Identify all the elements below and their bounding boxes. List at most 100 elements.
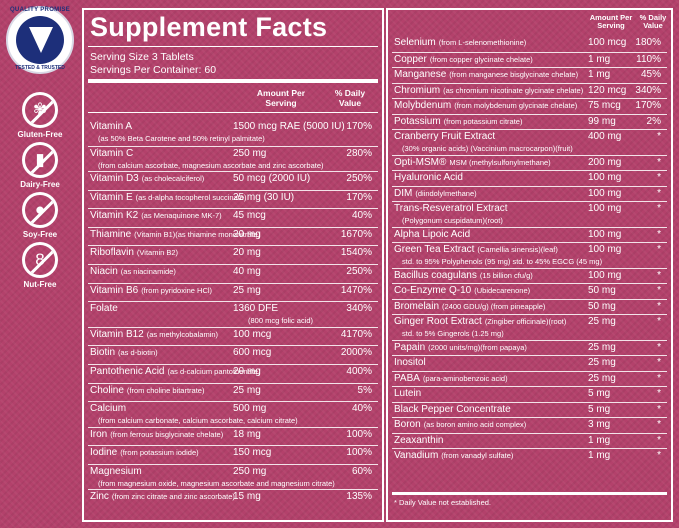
nutrient-row: Trans-Resveratrol Extract 100 mg * (Polygon…: [392, 201, 667, 228]
nutrient-row: Pantothenic Acid (as d-calcium pantothena…: [88, 363, 378, 384]
nutrient-name-text: Selenium: [394, 37, 436, 48]
nutrient-amount: 250 mg: [233, 465, 267, 477]
nutrient-name-text: Ginger Root Extract: [394, 316, 482, 327]
nutrient-row: Riboflavin (Vitamin B2) 20 mg 1540%: [88, 245, 378, 265]
nutrient-row: Zeaxanthin 1 mg *: [392, 432, 667, 450]
nutrient-amount: 5 mg: [588, 403, 611, 415]
nutrient-name-text: Inositol: [394, 357, 426, 368]
nutrient-amount: 500 mg: [233, 403, 267, 415]
nutrient-name-text: Alpha Lipoic Acid: [394, 228, 471, 240]
nutrient-row: PABA (para-aminobenzoic acid) 25 mg *: [392, 370, 667, 388]
nutrient-daily-value: *: [657, 316, 661, 327]
serving-size: Serving Size 3 Tablets: [90, 51, 194, 63]
nutrient-name: Ginger Root Extract (Zingiber officinale)…: [394, 316, 566, 327]
nutrient-amount: 1 mg: [588, 450, 611, 461]
soybean-icon: ●: [22, 192, 58, 228]
nutrient-name-text: Zeaxanthin: [394, 434, 444, 446]
nutrient-name-text: Papain: [394, 341, 426, 353]
nutrient-source-note: (2000 units/mg)(from papaya): [428, 342, 527, 352]
nutrient-name: Molybdenum (from molybdenum glycinate che…: [394, 100, 577, 111]
nutrient-source-note: (from zinc citrate and zinc ascorbate): [111, 492, 235, 502]
nutrient-name: Vitamin C: [90, 148, 133, 159]
seal-top-text: QUALITY PROMISE: [9, 7, 71, 13]
nutrient-amount: 1500 mcg RAE (5000 IU): [233, 121, 345, 132]
nutrient-name-text: Biotin: [90, 347, 116, 359]
nutrient-row: Folate 1360 DFE 340% (800 mcg folic acid): [88, 301, 378, 328]
nutrient-row: Molybdenum (from molybdenum glycinate che…: [392, 98, 667, 115]
nutrient-name: Riboflavin (Vitamin B2): [90, 247, 178, 258]
nutrient-row: Iron (from ferrous bisglycinate chelate) 1…: [88, 426, 378, 447]
dairy-free-label: Dairy-Free: [20, 180, 60, 189]
nutrient-name-text: Manganese: [394, 69, 447, 80]
nutrient-daily-value: 1540%: [340, 247, 372, 259]
nutrient-source-note: (from vanadyl sulfate): [441, 451, 514, 460]
nutrient-name: Lutein: [394, 388, 421, 399]
bottom-rule: [392, 492, 667, 495]
nutrient-name-text: Iron: [90, 428, 108, 440]
nutrient-name-text: Niacin: [90, 266, 118, 277]
nutrient-source-note: (from potassium iodide): [120, 448, 199, 458]
nutrient-name: Trans-Resveratrol Extract: [394, 203, 508, 214]
thick-rule: [88, 79, 378, 83]
nutrient-amount: 25 mg: [588, 372, 616, 384]
nutrient-daily-value: 135%: [346, 491, 372, 503]
nutrient-source-note: (Vitamin B1)(as thiamine mononitrate): [134, 229, 261, 239]
nutrient-amount: 15 mg: [233, 491, 261, 503]
nutrient-source-note: (as Menaquinone MK-7): [141, 211, 222, 221]
nutrient-name-text: Magnesium: [90, 465, 142, 477]
nutrient-name: Potassium (from potassium citrate): [394, 116, 522, 127]
nutrient-name: Inositol: [394, 357, 426, 368]
nutrient-daily-value: 40%: [351, 210, 372, 222]
nutrient-name-text: Trans-Resveratrol Extract: [394, 203, 508, 214]
nutrient-row: Bacillus coagulans (15 billion cfu/g) 100 …: [392, 267, 667, 285]
nutrient-amount: 25 mg: [588, 357, 616, 368]
nutrient-amount: 120 mcg: [588, 84, 627, 96]
nutrient-name-text: Co-Enzyme Q-10: [394, 285, 472, 296]
nutrient-name: Opti-MSM® MSM (methylsulfonylmethane): [394, 157, 551, 168]
nut-free-badge: 8 Nut-Free: [12, 242, 68, 289]
nutrient-daily-value: 60%: [351, 465, 372, 477]
nutrient-row: Iodine (from potassium iodide) 150 mcg 100%: [88, 445, 378, 465]
nutrient-source-note: (from ferrous bisglycinate chelate): [110, 429, 224, 439]
soy-free-badge: ● Soy-Free: [12, 192, 68, 239]
nutrient-source-note: (Camellia sinensis)(leaf): [477, 245, 558, 254]
nutrient-source-note: (from choline bitartrate): [126, 385, 205, 395]
nutrient-row: Selenium (from L-selenomethionine) 100 mcg…: [392, 36, 667, 52]
soy-free-label: Soy-Free: [22, 230, 58, 239]
supplement-facts-left-panel: Supplement Facts Serving Size 3 Tablets …: [82, 8, 384, 522]
nutrient-amount: 25 mg: [233, 384, 261, 396]
nutrient-daily-value: 100%: [346, 447, 372, 459]
amount-header: Amount Per Serving: [256, 88, 306, 108]
nutrient-name: Vitamin B12 (as methylcobalamin): [90, 329, 218, 340]
nutrient-daily-value: 340%: [346, 303, 372, 315]
nutrient-name-text: Choline: [90, 384, 124, 396]
nutrient-daily-value: 40%: [351, 403, 372, 415]
nutrient-name: Zeaxanthin: [394, 435, 443, 446]
nut-free-label: Nut-Free: [23, 280, 57, 289]
nutrient-name: Vitamin K2 (as Menaquinone MK-7): [90, 210, 222, 221]
nutrient-row: Green Tea Extract (Camellia sinensis)(lea…: [392, 242, 667, 269]
nutrient-name: Vanadium (from vanadyl sulfate): [394, 450, 513, 461]
nutrient-source-note: (2400 GDU/g) (from pineapple): [442, 301, 546, 311]
nutrient-daily-value: *: [657, 388, 661, 399]
nutrient-amount: 50 mg: [588, 285, 616, 296]
nutrient-row: Magnesium 250 mg 60% (from magnesium oxide,…: [88, 463, 378, 491]
nutrient-row: Manganese (from manganese bisglycinate ch…: [392, 67, 667, 84]
nutrient-amount: 99 mg: [588, 115, 616, 127]
nutrient-daily-value: *: [657, 419, 661, 430]
nutrient-name: Papain (2000 units/mg)(from papaya): [394, 342, 527, 353]
nutrient-name-text: DIM: [394, 187, 413, 199]
nutrient-name-text: Vitamin K2: [90, 210, 139, 222]
quality-promise-seal: QUALITY PROMISE TESTED & TRUSTED: [6, 6, 74, 74]
nutrient-name-text: Potassium: [394, 115, 441, 127]
nutrient-name-text: Cranberry Fruit Extract: [394, 131, 496, 142]
nutrient-name: Green Tea Extract (Camellia sinensis)(lea…: [394, 244, 558, 255]
nutrient-amount: 18 mg: [233, 428, 261, 440]
nutrient-row: Vitamin A 1500 mcg RAE (5000 IU) 170% (as 5…: [88, 120, 378, 146]
nutrient-daily-value: *: [657, 156, 661, 168]
nutrient-row: Vitamin K2 (as Menaquinone MK-7) 45 mcg 40%: [88, 208, 378, 228]
nutrient-name: DIM (diindolylmethane): [394, 188, 477, 199]
nutrient-amount: 20 mg: [233, 228, 261, 240]
nutrient-row: Niacin (as niacinamide) 40 mg 250%: [88, 264, 378, 284]
dv-header: % Daily Value: [334, 88, 366, 108]
